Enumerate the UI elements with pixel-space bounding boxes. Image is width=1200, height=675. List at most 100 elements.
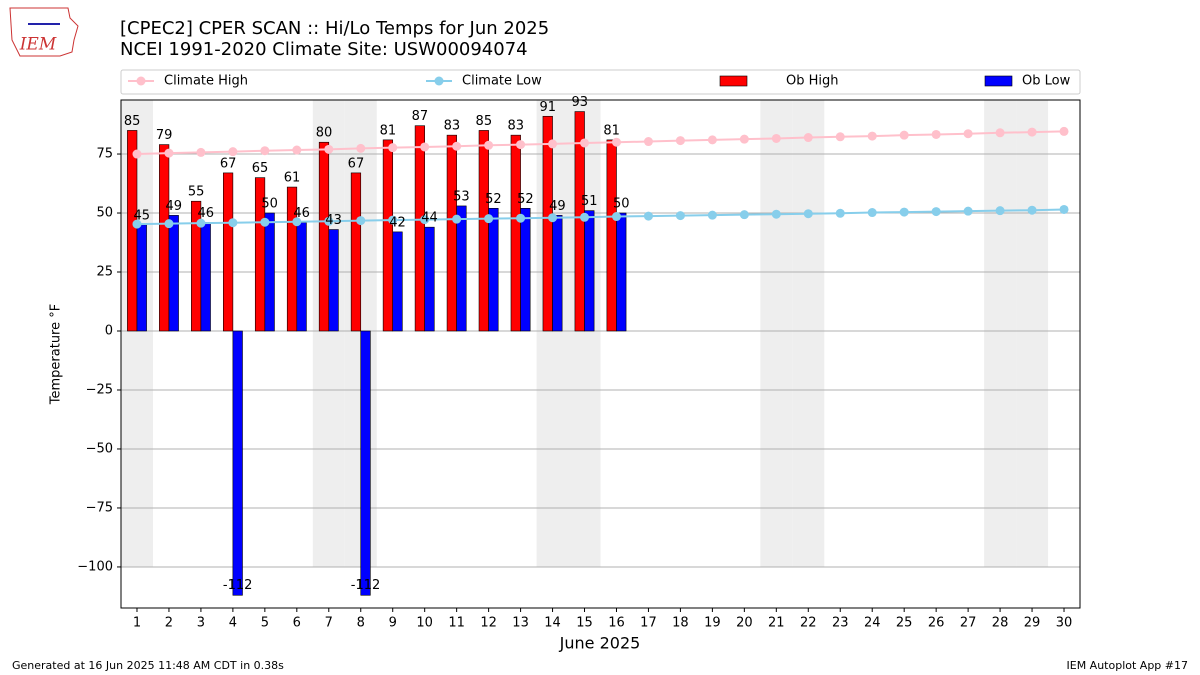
y-tick-label: −75 [86,500,113,515]
shaded-band [760,100,793,567]
x-tick-label: 29 [1024,616,1041,631]
x-tick-label: 9 [389,616,397,631]
data-label: 85 [476,114,493,129]
x-tick-label: 23 [832,616,849,631]
line-marker [707,210,717,220]
logo: IEM [9,7,79,57]
legend-label: Ob High [786,74,839,89]
legend-label: Climate High [164,74,248,89]
x-tick-label: 16 [608,616,625,631]
bar [414,125,425,332]
bar [520,208,531,332]
x-tick-label: 20 [736,616,753,631]
x-tick-label: 13 [512,616,529,631]
line-marker [707,135,717,145]
line-marker [899,207,909,217]
line-marker [771,133,781,143]
legend-marker [136,76,146,86]
line-marker [963,129,973,139]
x-tick-label: 7 [325,616,333,631]
x-tick-label: 26 [928,616,945,631]
y-axis-label: Temperature °F [49,304,64,405]
line-marker [1027,205,1037,215]
y-tick-label: 0 [105,323,113,338]
shaded-band [792,100,825,567]
data-label: 83 [508,119,525,134]
line-marker [643,137,653,147]
line-marker [484,214,494,224]
line-marker [260,146,270,156]
data-label: 46 [197,206,214,221]
line-marker [739,134,749,144]
shaded-band [1016,100,1049,567]
x-tick-label: 2 [165,616,173,631]
data-label: 52 [485,192,502,207]
legend-marker [434,76,444,86]
line-marker [452,141,462,151]
legend-box [120,69,1081,95]
x-tick-label: 3 [197,616,205,631]
chart-subtitle: NCEI 1991-2020 Climate Site: USW00094074 [120,39,528,60]
line-marker [995,206,1005,216]
line-marker [580,138,590,148]
shaded-band [984,100,1017,567]
data-label: 79 [156,128,173,143]
bar [264,212,275,332]
data-label: 42 [389,215,406,230]
line-marker [228,147,238,157]
data-label: -112 [351,578,381,593]
line-marker [835,132,845,142]
legend-swatch [719,75,748,87]
legend-label: Climate Low [462,74,542,89]
line-marker [739,210,749,220]
line-marker [196,147,206,157]
data-label: 44 [421,211,438,226]
y-tick-label: −25 [86,382,113,397]
bar [168,215,179,332]
x-axis-label: June 2025 [559,634,641,653]
bar [318,141,330,332]
x-tick-label: 6 [293,616,301,631]
line [136,208,1065,226]
bar [222,172,234,332]
data-label: 46 [293,206,310,221]
data-label: 50 [613,197,630,212]
x-tick-label: 1 [133,616,141,631]
line-marker [771,209,781,219]
bar [424,226,435,332]
line-marker [1027,127,1037,137]
logo-outline [9,7,79,57]
line-marker [611,212,621,222]
data-label: 91 [539,100,556,115]
line-marker [196,218,206,228]
line-marker [356,143,366,153]
x-tick-label: 4 [229,616,237,631]
data-label: 85 [124,114,141,129]
line-marker [388,215,398,225]
bar [510,134,521,332]
data-label: 67 [220,156,237,171]
line-marker [931,207,941,217]
bar [360,330,371,596]
line-marker [963,206,973,216]
x-tick-label: 19 [704,616,721,631]
data-label: -112 [223,578,253,593]
data-label: 53 [453,189,470,204]
line-marker [516,140,526,150]
x-tick-label: 12 [480,616,497,631]
bar [456,205,467,332]
line-marker [388,143,398,153]
x-tick-label: 24 [864,616,881,631]
x-tick-label: 18 [672,616,689,631]
x-tick-label: 11 [448,616,465,631]
data-label: 81 [603,123,620,138]
line-marker [164,219,174,229]
y-tick-label: −50 [86,441,113,456]
legend-swatch [984,75,1013,87]
data-label: 49 [165,199,182,214]
data-label: 45 [134,208,151,223]
bar [392,231,403,332]
line-marker [228,218,238,228]
data-label: 50 [261,197,278,212]
